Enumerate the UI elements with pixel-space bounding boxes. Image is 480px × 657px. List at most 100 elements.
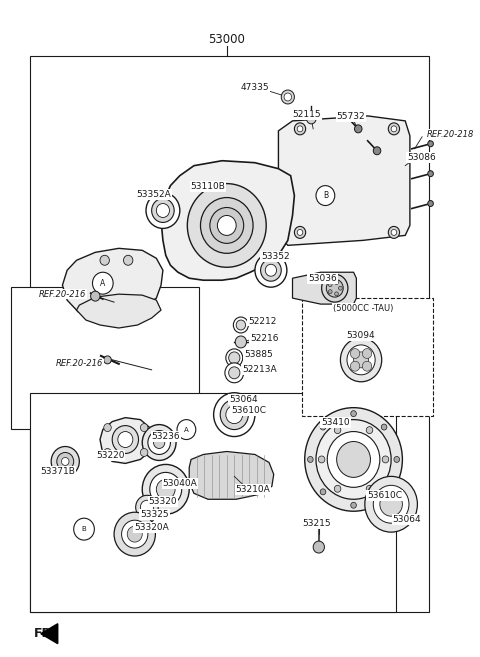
Bar — [302, 298, 433, 416]
Bar — [30, 56, 429, 612]
Circle shape — [140, 500, 154, 514]
Circle shape — [136, 495, 158, 519]
Text: 53000: 53000 — [208, 33, 245, 46]
Circle shape — [210, 208, 244, 243]
Circle shape — [123, 256, 133, 265]
Circle shape — [338, 286, 342, 290]
Circle shape — [362, 349, 372, 359]
Circle shape — [93, 272, 113, 294]
Circle shape — [294, 123, 306, 135]
Text: A: A — [184, 426, 189, 432]
Circle shape — [307, 114, 316, 124]
Text: 55732: 55732 — [336, 112, 365, 122]
Circle shape — [140, 424, 148, 432]
Circle shape — [365, 476, 418, 532]
Text: REF.20-218: REF.20-218 — [427, 130, 474, 139]
Circle shape — [294, 227, 306, 238]
Circle shape — [334, 486, 341, 492]
Circle shape — [265, 264, 276, 276]
Circle shape — [226, 405, 243, 424]
Circle shape — [220, 399, 248, 430]
Text: 53064: 53064 — [393, 514, 421, 524]
Circle shape — [284, 93, 291, 101]
Text: 53371B: 53371B — [40, 467, 75, 476]
Circle shape — [320, 489, 326, 495]
Circle shape — [328, 283, 332, 286]
Circle shape — [320, 424, 326, 430]
Circle shape — [74, 518, 95, 540]
Text: 53410: 53410 — [322, 418, 350, 427]
Circle shape — [297, 126, 303, 132]
Circle shape — [61, 457, 69, 465]
Circle shape — [336, 442, 371, 478]
Text: 53320A: 53320A — [134, 523, 169, 532]
Circle shape — [236, 320, 246, 330]
Circle shape — [228, 352, 240, 364]
Text: 53036: 53036 — [308, 274, 337, 283]
Bar — [11, 287, 199, 428]
Text: 53325: 53325 — [140, 510, 169, 519]
Circle shape — [428, 141, 433, 147]
Bar — [30, 393, 396, 612]
Circle shape — [394, 457, 399, 463]
Circle shape — [354, 352, 369, 368]
Text: B: B — [323, 191, 328, 200]
Polygon shape — [189, 451, 274, 499]
Circle shape — [154, 436, 165, 449]
Circle shape — [335, 292, 338, 296]
Circle shape — [428, 200, 433, 206]
Circle shape — [142, 464, 189, 514]
Text: 53236: 53236 — [151, 432, 180, 441]
Circle shape — [104, 424, 111, 432]
Circle shape — [428, 171, 433, 177]
Circle shape — [313, 541, 324, 553]
Polygon shape — [100, 418, 154, 463]
Circle shape — [217, 215, 236, 235]
Circle shape — [214, 393, 255, 436]
Text: 53094: 53094 — [347, 332, 375, 340]
Circle shape — [121, 520, 148, 548]
Circle shape — [201, 198, 253, 254]
Text: 52213A: 52213A — [242, 365, 277, 374]
Circle shape — [305, 407, 402, 511]
Text: 53210A: 53210A — [236, 485, 270, 494]
Text: 53352: 53352 — [261, 252, 290, 261]
Ellipse shape — [127, 514, 154, 524]
Circle shape — [328, 290, 332, 294]
Circle shape — [350, 361, 360, 371]
Circle shape — [362, 361, 372, 371]
Circle shape — [187, 183, 266, 267]
Circle shape — [316, 420, 391, 499]
Circle shape — [156, 480, 175, 499]
Text: 53086: 53086 — [407, 153, 435, 162]
Circle shape — [316, 186, 335, 206]
Circle shape — [297, 229, 303, 235]
Ellipse shape — [132, 516, 149, 522]
Text: 53110B: 53110B — [191, 182, 226, 191]
Circle shape — [225, 363, 244, 383]
Circle shape — [148, 430, 170, 455]
Text: REF.20-216: REF.20-216 — [56, 359, 103, 369]
Circle shape — [51, 447, 79, 476]
Text: 53885: 53885 — [244, 350, 273, 359]
Text: 53610C: 53610C — [367, 491, 402, 500]
Text: 52115: 52115 — [292, 110, 321, 120]
Circle shape — [118, 432, 133, 447]
Circle shape — [366, 426, 373, 434]
Text: A: A — [100, 279, 106, 288]
Text: 47335: 47335 — [240, 83, 269, 91]
Text: 52212: 52212 — [248, 317, 276, 325]
Circle shape — [388, 123, 399, 135]
Circle shape — [380, 492, 402, 516]
Circle shape — [334, 426, 341, 434]
Polygon shape — [161, 161, 294, 280]
Polygon shape — [41, 623, 58, 644]
Text: 53352A: 53352A — [136, 190, 171, 199]
Circle shape — [140, 449, 148, 457]
Circle shape — [350, 349, 360, 359]
Circle shape — [373, 486, 409, 523]
Polygon shape — [76, 294, 161, 328]
Circle shape — [308, 457, 313, 463]
Text: 52216: 52216 — [250, 334, 278, 344]
Circle shape — [327, 432, 380, 487]
